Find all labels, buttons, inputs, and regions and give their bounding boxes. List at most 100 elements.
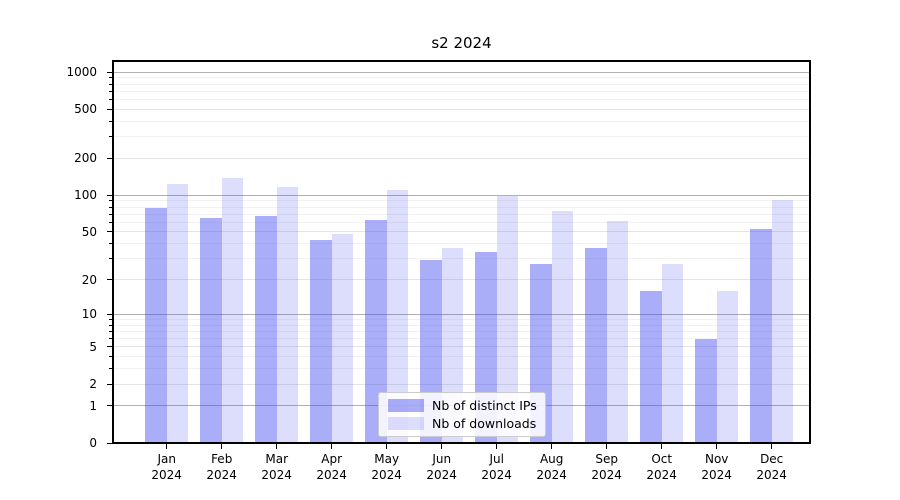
y-tick-label: 200 [74, 151, 97, 166]
y-tick-mark [107, 108, 113, 110]
gridline-minor [113, 338, 810, 340]
y-tick-label: 100 [74, 188, 97, 203]
axis-spine-bottom [112, 442, 811, 444]
legend-label: Nb of distinct IPs [432, 398, 537, 413]
x-tick-label: Sep 2024 [591, 452, 622, 482]
y-minor-tick-mark [109, 120, 113, 122]
y-tick-mark [107, 71, 113, 73]
y-minor-tick-mark [109, 243, 113, 245]
bar-downloads [221, 177, 244, 443]
y-minor-tick-mark [109, 77, 113, 79]
y-tick-mark [107, 194, 113, 196]
gridline-minor [113, 368, 810, 370]
gridline-minor [113, 324, 810, 326]
y-tick-label: 500 [74, 102, 97, 117]
chart-title: s2 2024 [431, 34, 492, 52]
legend-label: Nb of downloads [432, 416, 537, 431]
x-tick-mark [496, 444, 498, 449]
x-tick-label: Apr 2024 [316, 452, 347, 482]
legend-entry: Nb of distinct IPs [379, 398, 545, 413]
y-minor-tick-mark [109, 206, 113, 208]
y-minor-tick-mark [109, 200, 113, 202]
gridline-major [113, 346, 810, 348]
y-tick-label: 10 [81, 307, 97, 322]
bar-distinct-ips [695, 338, 717, 443]
y-minor-tick-mark [109, 99, 113, 101]
x-tick-label: Jan 2024 [151, 452, 182, 482]
x-tick-label: Aug 2024 [536, 452, 567, 482]
x-tick-mark [716, 444, 718, 449]
gridline-minor [113, 206, 810, 208]
y-tick-mark [107, 313, 113, 315]
gridline-major [113, 71, 810, 73]
bar-downloads [771, 199, 794, 443]
y-tick-mark [107, 405, 113, 407]
x-tick-label: Mar 2024 [261, 452, 292, 482]
y-tick-label: 50 [81, 224, 97, 239]
y-tick-mark [107, 383, 113, 385]
y-minor-tick-mark [109, 90, 113, 92]
bar-downloads [331, 234, 354, 443]
y-minor-tick-mark [109, 368, 113, 370]
gridline-major [113, 108, 810, 110]
y-minor-tick-mark [109, 324, 113, 326]
y-minor-tick-mark [109, 221, 113, 223]
gridline-minor [113, 258, 810, 260]
x-tick-label: Oct 2024 [646, 452, 677, 482]
gridline-major [113, 157, 810, 159]
gridline-major [113, 279, 810, 281]
y-minor-tick-mark [109, 318, 113, 320]
bar-distinct-ips [365, 219, 387, 443]
y-tick-label: 1 [89, 398, 97, 413]
x-tick-label: Nov 2024 [701, 452, 732, 482]
x-tick-mark [221, 444, 223, 449]
gridline-minor [113, 243, 810, 245]
gridline-minor [113, 200, 810, 202]
x-tick-mark [661, 444, 663, 449]
x-tick-mark [771, 444, 773, 449]
axis-spine-left [112, 60, 114, 444]
y-tick-mark [107, 157, 113, 159]
bar-distinct-ips [145, 208, 167, 443]
y-minor-tick-mark [109, 83, 113, 85]
y-minor-tick-mark [109, 338, 113, 340]
gridline-minor [113, 330, 810, 332]
bar-downloads [716, 290, 739, 443]
gridline-minor [113, 136, 810, 138]
x-tick-label: Dec 2024 [756, 452, 787, 482]
axis-spine-top [112, 60, 811, 62]
legend-swatch [388, 399, 424, 412]
y-minor-tick-mark [109, 258, 113, 260]
y-tick-label: 0 [89, 436, 97, 450]
plot-area [113, 60, 810, 443]
x-tick-label: Jul 2024 [481, 452, 512, 482]
x-tick-mark [386, 444, 388, 449]
y-tick-mark [107, 279, 113, 281]
bar-distinct-ips [310, 239, 332, 443]
x-tick-label: Jun 2024 [426, 452, 457, 482]
bar-downloads [661, 264, 684, 443]
gridline-minor [113, 356, 810, 358]
gridline-major [113, 231, 810, 233]
y-minor-tick-mark [109, 356, 113, 358]
gridline-minor [113, 318, 810, 320]
gridline-minor [113, 99, 810, 101]
gridline-major [113, 383, 810, 385]
bar-distinct-ips [750, 228, 772, 443]
bar-downloads [166, 184, 189, 443]
bar-distinct-ips [585, 247, 607, 443]
bar-downloads [496, 196, 519, 443]
y-minor-tick-mark [109, 213, 113, 215]
gridline-minor [113, 120, 810, 122]
x-tick-mark [441, 444, 443, 449]
bar-downloads [606, 221, 629, 443]
gridline-minor [113, 83, 810, 85]
x-tick-mark [551, 444, 553, 449]
bar-distinct-ips [640, 290, 662, 443]
bar-downloads [276, 186, 299, 443]
legend-entry: Nb of downloads [379, 416, 545, 431]
y-minor-tick-mark [109, 136, 113, 138]
gridline-major [113, 194, 810, 196]
y-minor-tick-mark [109, 330, 113, 332]
